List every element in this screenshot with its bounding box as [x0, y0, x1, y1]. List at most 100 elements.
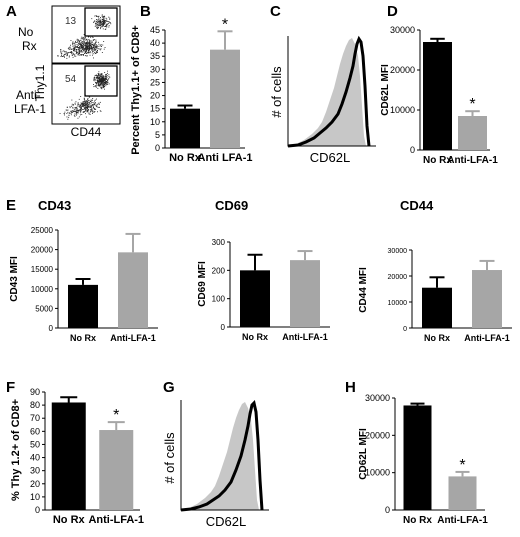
dot-plot-point [88, 43, 90, 45]
dot-plot-point [73, 49, 74, 51]
dot-plot-point [103, 87, 105, 89]
dot-plot-point [99, 49, 101, 51]
dot-plot-point [57, 55, 58, 57]
dot-plot-point [83, 45, 85, 46]
dot-plot-point [97, 73, 99, 74]
dot-plot-point [94, 108, 96, 110]
dot-plot-point [84, 53, 85, 54]
dot-plot-point [94, 46, 96, 48]
dot-plot-point [98, 85, 100, 87]
dot-plot-point [85, 101, 86, 103]
bar [240, 270, 270, 327]
dot-plot-point [86, 43, 87, 45]
dot-plot-point [79, 52, 80, 54]
dot-plot-point [97, 51, 98, 53]
dot-plot-point [106, 83, 108, 85]
dot-plot-point [106, 82, 108, 84]
panel-letter: D [387, 3, 398, 20]
dot-plot-point [103, 18, 105, 20]
bar [99, 430, 134, 510]
panel-c-x-label: CD62L [310, 150, 350, 165]
dot-plot-point [102, 84, 104, 86]
dot-plot-point [93, 50, 94, 52]
dot-plot-point [83, 34, 85, 35]
dot-plot-point [86, 48, 88, 49]
dot-plot-point [101, 80, 103, 82]
dot-plot-point [80, 46, 82, 48]
dot-plot-point [68, 55, 70, 57]
y-tick-label: 60 [30, 426, 40, 436]
dot-plot-point [74, 55, 76, 57]
dot-plot-point [94, 78, 95, 80]
dot-plot-point [72, 45, 74, 47]
dot-plot-point [101, 86, 103, 88]
dot-plot-point [97, 25, 99, 26]
dot-plot-point [85, 105, 87, 107]
dot-plot-point [89, 113, 91, 115]
dot-plot-point [82, 36, 84, 38]
dot-plot-point [82, 47, 84, 49]
dot-plot-point [94, 99, 96, 101]
dot-plot-point [65, 53, 66, 55]
dot-plot-point [97, 81, 98, 83]
dot-plot-point [66, 57, 68, 59]
bar-charts: B Percent Thy1.1+ of CD8+ 0 5 10 15 20 25 30 35 40… [6, 3, 512, 526]
dot-plot-point [104, 79, 106, 80]
dot-plot-point [98, 83, 99, 84]
dot-plot-point [107, 80, 108, 81]
dot-plot-point [71, 105, 72, 107]
dot-plot-point [94, 39, 96, 40]
dot-plot-point [94, 79, 96, 81]
dot-plot-point [91, 99, 93, 101]
y-tick-label: 80 [30, 400, 40, 410]
dot-plot-point [102, 79, 104, 81]
dot-plot-point [98, 15, 100, 17]
dot-plot-point [99, 106, 100, 108]
dot-plot-point [84, 49, 86, 51]
dot-plot-point [106, 23, 108, 25]
dot-plot-point [103, 19, 104, 21]
dot-plot-point [104, 80, 106, 81]
dot-plot-point [64, 54, 65, 55]
dot-plot-point [100, 22, 102, 24]
dot-plot-point [93, 44, 95, 46]
dot-plot-point [103, 85, 105, 87]
dot-plot-point [101, 25, 103, 27]
dot-plot-point [105, 75, 107, 77]
dot-plot-point [76, 51, 78, 53]
dot-plot-point [69, 51, 71, 53]
dot-plot-point [72, 48, 74, 49]
dot-plot-point [70, 110, 72, 112]
dot-plot-point [93, 49, 95, 50]
histogram-axes [287, 36, 376, 147]
dot-plot-point [80, 110, 82, 111]
dot-plot-point [64, 56, 65, 58]
dot-plot-point [106, 24, 108, 26]
dot-plot-point [86, 110, 88, 112]
y-tick-label: 20000 [388, 274, 408, 281]
dot-plot-point [103, 80, 104, 82]
dot-plot-point [80, 51, 82, 52]
panel-g: G # of cells CD62L [162, 379, 269, 529]
dot-plot-point [86, 103, 88, 105]
dot-plot-point [90, 51, 91, 53]
panel-g-y-label: # of cells [162, 432, 177, 484]
dot-plot-point [72, 43, 73, 45]
dot-plot-point [100, 79, 102, 81]
dot-plot-point [109, 76, 111, 78]
y-tick-label: 20 [30, 479, 40, 489]
dot-plot-point [88, 103, 90, 105]
y-axis-label: CD62L MFI [358, 428, 369, 480]
dot-plot-point [93, 53, 95, 55]
dot-plot-point [88, 52, 90, 54]
dot-plot-point [92, 110, 94, 112]
dot-plot-point [75, 55, 77, 57]
bar-chart-b: B Percent Thy1.1+ of CD8+ 0 5 10 15 20 25 30 35 40… [130, 3, 253, 164]
dot-plot-point [90, 99, 92, 101]
dot-plot-point [88, 106, 90, 108]
dot-plot-point [66, 116, 68, 118]
y-axis-label: CD69 MFI [197, 261, 208, 307]
dot-plot-point [87, 45, 88, 47]
dot-plot-point [70, 40, 72, 41]
dot-plot-point [102, 44, 104, 46]
